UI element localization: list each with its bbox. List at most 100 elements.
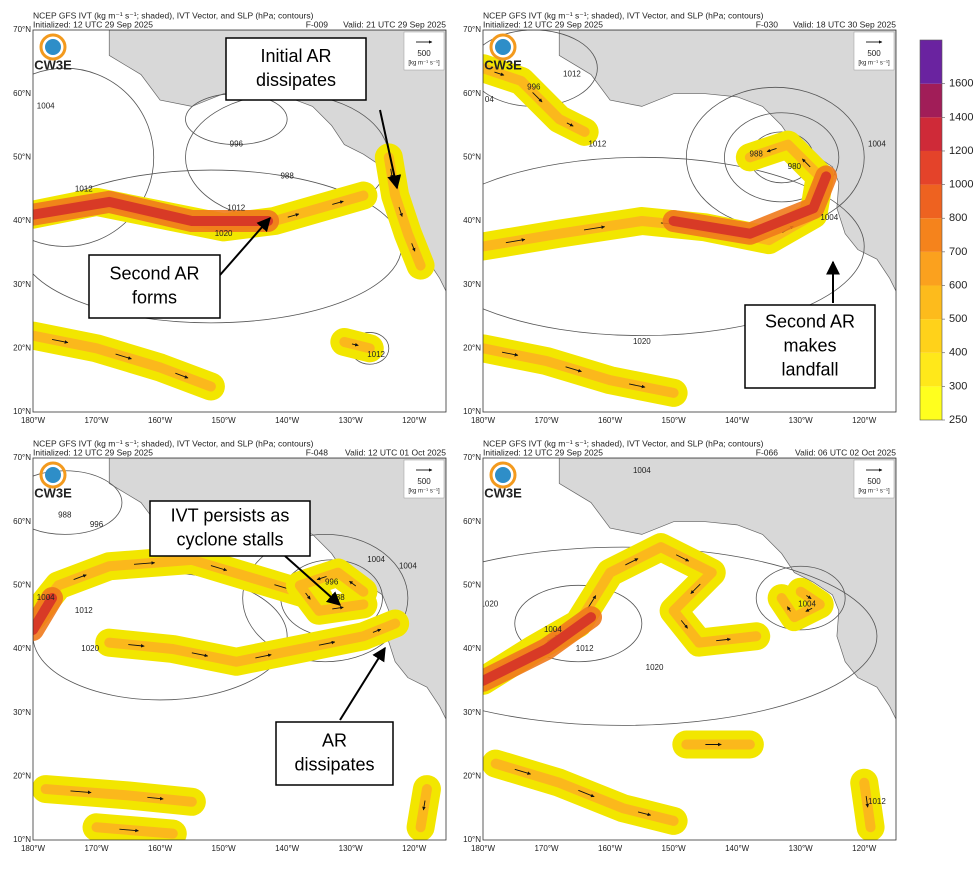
annotation-arrow xyxy=(339,646,386,721)
lat-label: 70°N xyxy=(13,25,31,34)
ivt-vector xyxy=(786,606,791,612)
lon-label: 140°W xyxy=(725,416,750,425)
lat-label: 30°N xyxy=(13,708,31,717)
colorbar-segment xyxy=(920,184,942,219)
lon-label: 150°W xyxy=(212,844,237,853)
annotation-arrow xyxy=(284,555,342,606)
ivt-vector xyxy=(119,828,139,833)
contour-label: 1004 xyxy=(820,213,838,222)
lat-label: 60°N xyxy=(463,89,481,98)
ivt-vector xyxy=(411,243,416,252)
contour-label: 1004 xyxy=(367,555,385,564)
annotation-box xyxy=(275,721,394,786)
ivt-vector xyxy=(587,595,597,609)
panel-valid: Valid: 12 UTC 01 Oct 2025 xyxy=(345,447,446,457)
map-border xyxy=(32,457,447,841)
panel-forecast: F-066 xyxy=(756,447,778,457)
annotation-text: landfall xyxy=(781,359,838,379)
map-panel: 1004 996 988 1012 1012 1020 1012 CW3E 500 [kg m⁻¹… xyxy=(33,30,446,412)
ivt-vector xyxy=(70,790,92,795)
annotation-text: makes xyxy=(783,335,836,355)
annotation-text: dissipates xyxy=(256,70,336,90)
ivt-vector xyxy=(133,561,156,565)
contour-label: 1020 xyxy=(215,229,233,238)
ivt-vector xyxy=(115,353,132,360)
colorbar-label: 1000 xyxy=(949,179,973,191)
annotation-text: Second AR xyxy=(109,263,199,283)
lon-label: 140°W xyxy=(275,844,300,853)
contour-label: 1004 xyxy=(868,140,886,149)
ivt-vector xyxy=(806,595,812,600)
contour-label: 1012 xyxy=(367,350,385,359)
ivt-vector xyxy=(766,147,777,153)
panel-initialized: Initialized: 12 UTC 29 Sep 2025 xyxy=(483,447,603,457)
logo-text: CW3E xyxy=(34,485,72,500)
contour-label: 1004 xyxy=(399,561,417,570)
vector-legend-scale: 500 xyxy=(867,49,881,58)
panel-forecast: F-048 xyxy=(306,447,328,457)
colorbar-label: 400 xyxy=(949,347,967,359)
lon-label: 130°W xyxy=(339,416,364,425)
colorbar-label: 1600 xyxy=(949,78,973,90)
slp-contour xyxy=(483,156,865,336)
lon-label: 160°W xyxy=(148,844,173,853)
ivt-vector xyxy=(287,213,300,218)
colorbar-segment xyxy=(920,117,942,151)
slp-contour xyxy=(514,584,643,663)
panel-header: NCEP GFS IVT (kg m⁻¹ s⁻¹; shaded), IVT V… xyxy=(33,438,314,448)
ivt-vector xyxy=(422,800,426,811)
lat-label: 60°N xyxy=(13,517,31,526)
lon-label: 170°W xyxy=(84,416,109,425)
ivt-vector xyxy=(332,200,344,205)
colorbar-segment xyxy=(920,218,942,252)
vector-legend-units: [kg m⁻¹ s⁻¹] xyxy=(858,489,890,495)
contour-label: 1012 xyxy=(75,606,93,615)
land xyxy=(558,458,896,720)
ivt-core-max xyxy=(483,612,597,686)
lon-label: 120°W xyxy=(852,416,877,425)
vector-legend-scale: 500 xyxy=(417,477,431,486)
annotation-arrow xyxy=(379,109,402,190)
annotation-text: AR xyxy=(322,730,347,750)
colorbar-label: 250 xyxy=(949,414,967,426)
ivt-vector xyxy=(318,640,336,646)
ivt-vector xyxy=(255,653,272,659)
panel-initialized: Initialized: 12 UTC 29 Sep 2025 xyxy=(33,19,153,29)
ivt-core-max xyxy=(668,171,832,239)
ivt-vector xyxy=(128,644,145,648)
ivt-vector xyxy=(514,768,531,775)
lon-label: 150°W xyxy=(662,416,687,425)
contour-label: 1012 xyxy=(563,70,581,79)
logo-ring xyxy=(39,33,67,61)
ivt-vector xyxy=(716,637,731,642)
ivt-vector xyxy=(675,554,690,562)
map-panel: 1004 1020 1004 1012 1020 1004 1012 CW3E 500 [kg m… xyxy=(483,458,896,840)
ivt-vector xyxy=(372,628,382,633)
lon-label: 160°W xyxy=(148,416,173,425)
lon-label: 180°W xyxy=(471,416,496,425)
ivt-vector xyxy=(680,620,688,629)
ivt-core-max xyxy=(33,593,58,635)
ivt-vector xyxy=(865,796,870,808)
contour-label: 1012 xyxy=(588,140,606,149)
vector-legend-units: [kg m⁻¹ s⁻¹] xyxy=(858,61,890,67)
ivt-vector xyxy=(305,592,311,600)
lon-label: 120°W xyxy=(852,844,877,853)
lon-label: 130°W xyxy=(339,844,364,853)
vector-legend-scale: 500 xyxy=(867,477,881,486)
logo-core xyxy=(495,467,511,483)
contour-label: 1004 xyxy=(544,625,562,634)
ivt-vector xyxy=(51,338,69,344)
panel-valid: Valid: 06 UTC 02 Oct 2025 xyxy=(795,447,896,457)
ivt-vector xyxy=(629,383,646,389)
panel-header: NCEP GFS IVT (kg m⁻¹ s⁻¹; shaded), IVT V… xyxy=(33,10,314,20)
panel-header: NCEP GFS IVT (kg m⁻¹ s⁻¹; shaded), IVT V… xyxy=(483,10,764,20)
ivt-vector xyxy=(316,575,327,581)
slp-contour xyxy=(724,112,840,203)
annotation-text: IVT persists as xyxy=(171,505,290,525)
ivt-vector xyxy=(175,372,189,379)
annotation-text: dissipates xyxy=(294,754,374,774)
lon-label: 160°W xyxy=(598,416,623,425)
